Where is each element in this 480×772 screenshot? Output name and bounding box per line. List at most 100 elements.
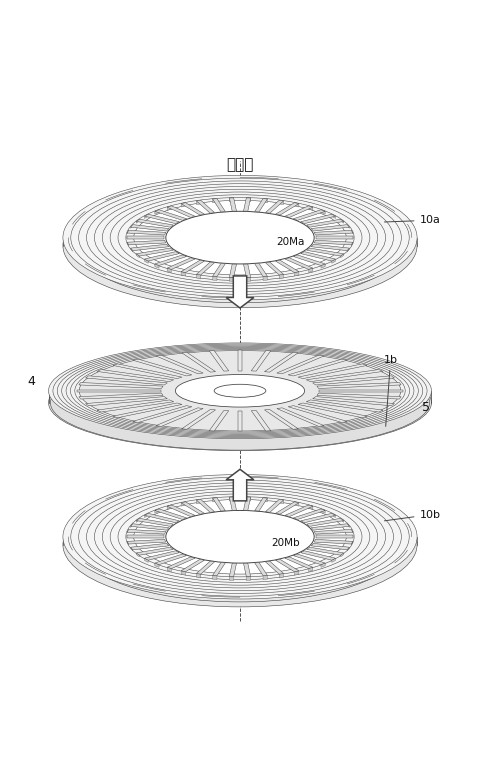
Polygon shape <box>351 541 353 544</box>
Polygon shape <box>265 561 284 574</box>
Polygon shape <box>293 210 325 220</box>
Ellipse shape <box>79 181 401 294</box>
Polygon shape <box>196 499 201 503</box>
Ellipse shape <box>126 496 354 577</box>
Ellipse shape <box>66 347 414 435</box>
Ellipse shape <box>53 344 427 438</box>
Polygon shape <box>156 355 203 374</box>
Polygon shape <box>347 248 349 252</box>
Polygon shape <box>144 259 148 263</box>
Polygon shape <box>127 540 166 544</box>
Polygon shape <box>181 272 186 276</box>
Polygon shape <box>285 505 313 516</box>
Polygon shape <box>279 499 284 503</box>
Polygon shape <box>144 252 180 261</box>
Polygon shape <box>213 563 225 576</box>
Polygon shape <box>229 577 234 581</box>
Polygon shape <box>127 530 129 533</box>
Polygon shape <box>238 411 242 432</box>
Polygon shape <box>264 352 298 372</box>
Polygon shape <box>167 258 195 269</box>
Polygon shape <box>307 219 344 227</box>
Polygon shape <box>341 219 344 223</box>
Ellipse shape <box>118 494 362 580</box>
Polygon shape <box>213 198 217 203</box>
Polygon shape <box>127 536 164 538</box>
Polygon shape <box>246 277 251 281</box>
Polygon shape <box>306 400 383 412</box>
Ellipse shape <box>77 487 403 602</box>
Ellipse shape <box>102 189 378 286</box>
Polygon shape <box>263 276 267 280</box>
Polygon shape <box>277 355 324 374</box>
Ellipse shape <box>63 175 417 300</box>
Polygon shape <box>181 203 204 215</box>
Polygon shape <box>351 530 353 533</box>
Polygon shape <box>229 198 234 202</box>
Polygon shape <box>306 370 383 381</box>
Polygon shape <box>314 540 353 544</box>
Polygon shape <box>213 198 225 212</box>
Polygon shape <box>319 390 403 392</box>
Polygon shape <box>156 408 203 426</box>
Polygon shape <box>243 264 251 277</box>
Ellipse shape <box>71 477 409 596</box>
Polygon shape <box>293 255 325 266</box>
Polygon shape <box>136 254 139 258</box>
Text: 10b: 10b <box>384 510 441 521</box>
Polygon shape <box>265 262 284 275</box>
Polygon shape <box>229 564 237 577</box>
Polygon shape <box>131 225 169 231</box>
Polygon shape <box>347 225 349 229</box>
Polygon shape <box>265 499 284 513</box>
Polygon shape <box>255 198 267 212</box>
Polygon shape <box>131 547 133 551</box>
Ellipse shape <box>126 198 354 278</box>
Ellipse shape <box>95 187 385 289</box>
Polygon shape <box>332 259 336 263</box>
Polygon shape <box>136 553 139 557</box>
Ellipse shape <box>102 489 378 585</box>
Polygon shape <box>243 564 251 577</box>
Polygon shape <box>167 268 171 273</box>
Polygon shape <box>263 575 267 580</box>
Polygon shape <box>213 498 217 502</box>
Polygon shape <box>285 557 313 568</box>
Polygon shape <box>182 352 216 372</box>
Polygon shape <box>181 502 204 514</box>
Polygon shape <box>167 206 171 210</box>
Polygon shape <box>213 276 217 280</box>
Polygon shape <box>127 541 129 544</box>
Polygon shape <box>196 200 215 213</box>
Polygon shape <box>155 554 187 564</box>
Polygon shape <box>79 393 163 399</box>
Ellipse shape <box>134 200 346 275</box>
Polygon shape <box>246 198 251 202</box>
Polygon shape <box>321 210 325 214</box>
Polygon shape <box>279 274 284 279</box>
Polygon shape <box>263 498 267 502</box>
Polygon shape <box>155 210 187 220</box>
Polygon shape <box>264 409 298 429</box>
Polygon shape <box>196 262 215 275</box>
Polygon shape <box>131 543 169 550</box>
Polygon shape <box>341 518 344 523</box>
Ellipse shape <box>75 350 405 432</box>
Polygon shape <box>229 277 234 281</box>
Text: 図１９: 図１９ <box>226 157 254 172</box>
Polygon shape <box>167 567 171 571</box>
Polygon shape <box>285 258 313 269</box>
Polygon shape <box>133 359 192 376</box>
Text: 1b: 1b <box>384 355 397 426</box>
Polygon shape <box>209 411 229 431</box>
Polygon shape <box>136 518 139 523</box>
Polygon shape <box>317 393 401 399</box>
Polygon shape <box>300 214 336 224</box>
Polygon shape <box>133 405 192 422</box>
Polygon shape <box>155 255 187 266</box>
Text: 10a: 10a <box>384 215 440 225</box>
Polygon shape <box>288 359 347 376</box>
Polygon shape <box>307 518 344 527</box>
Polygon shape <box>351 230 353 234</box>
Polygon shape <box>309 505 313 510</box>
